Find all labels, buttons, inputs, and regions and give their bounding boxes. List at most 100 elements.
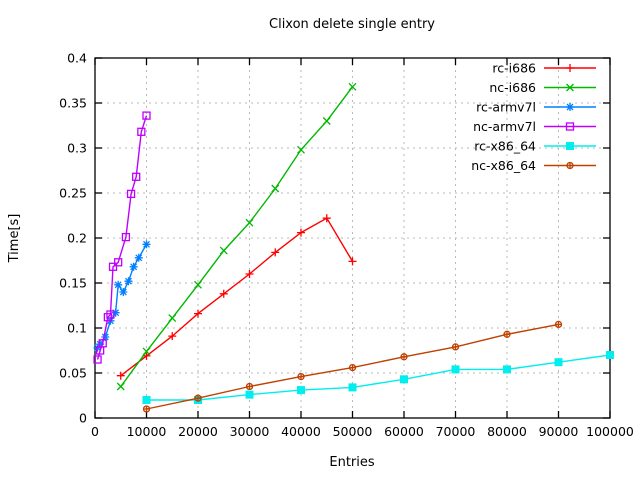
- marker-circle-plus: [567, 162, 573, 169]
- series-line: [96, 115, 148, 360]
- marker-square-filled: [245, 390, 254, 399]
- plot-frame: [94, 57, 611, 419]
- marker-cross: [322, 117, 331, 125]
- legend-label: nc-armv7l: [473, 119, 536, 134]
- marker-plus: [194, 309, 202, 318]
- tick-labels: 0 10000 20000 30000 40000 50000 60000 70000 8000…: [59, 51, 634, 440]
- series-rc-i686: [116, 214, 357, 380]
- marker-circle-plus: [504, 331, 510, 338]
- marker-square-open: [126, 189, 136, 199]
- marker-square-filled: [554, 358, 563, 367]
- marker-square-open: [137, 127, 146, 136]
- x-tick-label: 10000: [127, 424, 167, 439]
- marker-square-open: [93, 355, 102, 364]
- marker-cross: [168, 314, 177, 323]
- marker-plus: [116, 371, 125, 380]
- series-line: [120, 217, 354, 377]
- y-tick-label: 0.25: [59, 186, 87, 201]
- legend: rc-i686 nc-i686 rc-armv7l nc-armv7l rc-x86_6…: [471, 61, 596, 173]
- marker-asterisk: [134, 253, 143, 262]
- x-tick-label: 100000: [586, 424, 634, 439]
- marker-asterisk: [119, 288, 128, 296]
- x-tick-label: 0: [91, 424, 99, 439]
- x-tick-label: 30000: [230, 424, 270, 439]
- marker-asterisk: [566, 103, 574, 111]
- marker-square-filled: [297, 386, 305, 395]
- y-tick-label: 0.35: [59, 96, 87, 111]
- marker-cross: [219, 246, 228, 255]
- marker-asterisk: [111, 308, 120, 317]
- marker-square-filled: [400, 375, 408, 384]
- legend-label: rc-armv7l: [476, 100, 536, 115]
- series-rc-x86_64: [142, 351, 614, 404]
- marker-square-open: [108, 262, 118, 271]
- x-tick-label: 60000: [384, 424, 424, 439]
- legend-entry-rc-armv7l: rc-armv7l: [476, 100, 596, 115]
- series-line: [120, 86, 354, 387]
- marker-cross: [142, 347, 151, 356]
- legend-label: rc-x86_64: [474, 139, 536, 154]
- data-series: [93, 82, 614, 413]
- marker-cross: [271, 184, 280, 193]
- marker-square-open: [98, 339, 107, 348]
- x-tick-label: 40000: [281, 424, 321, 439]
- legend-label: rc-i686: [492, 61, 536, 76]
- legend-entry-rc-i686: rc-i686: [492, 61, 596, 76]
- legend-entry-nc-x86_64: nc-x86_64: [471, 158, 596, 173]
- marker-cross: [566, 83, 574, 92]
- series-nc-x86_64: [142, 320, 563, 413]
- marker-square-open: [106, 310, 115, 319]
- x-tick-label: 90000: [539, 424, 579, 439]
- x-tick-label: 80000: [487, 424, 527, 439]
- x-axis-label: Entries: [329, 455, 375, 470]
- marker-square-open: [103, 313, 113, 322]
- legend-label: nc-i686: [489, 80, 536, 95]
- marker-cross: [297, 145, 305, 154]
- marker-circle-plus: [195, 395, 201, 402]
- marker-circle-plus: [349, 364, 356, 371]
- marker-asterisk: [96, 340, 105, 349]
- y-tick-label: 0.3: [67, 141, 87, 156]
- y-tick-label: 0.1: [67, 321, 87, 336]
- marker-cross: [116, 382, 125, 391]
- marker-asterisk: [101, 333, 110, 341]
- marker-plus: [322, 214, 331, 223]
- marker-circle-plus: [555, 321, 562, 328]
- marker-square-filled: [566, 142, 574, 150]
- marker-plus: [348, 257, 357, 266]
- marker-circle-plus: [143, 406, 150, 412]
- legend-entry-rc-x86_64: rc-x86_64: [474, 139, 596, 154]
- marker-square-open: [121, 232, 131, 242]
- marker-square-filled: [142, 396, 151, 404]
- marker-plus: [271, 248, 280, 257]
- y-tick-label: 0.2: [67, 231, 87, 246]
- marker-plus: [245, 270, 254, 278]
- marker-cross: [194, 280, 202, 289]
- y-tick-label: 0: [79, 411, 87, 426]
- legend-entry-nc-i686: nc-i686: [489, 80, 596, 95]
- x-tick-label: 50000: [333, 424, 373, 439]
- y-axis-label: Time[s]: [7, 214, 22, 264]
- marker-circle-plus: [401, 353, 407, 360]
- y-tick-label: 0.4: [67, 51, 87, 66]
- marker-plus: [566, 64, 574, 72]
- marker-square-open: [114, 258, 123, 267]
- chart-title: Clixon delete single entry: [269, 17, 435, 32]
- marker-square-filled: [451, 365, 460, 374]
- legend-label: nc-x86_64: [471, 158, 536, 173]
- series-line: [146, 354, 611, 401]
- marker-plus: [297, 228, 305, 237]
- marker-asterisk: [124, 277, 133, 286]
- marker-square-open: [142, 111, 151, 120]
- marker-plus: [219, 289, 228, 298]
- marker-square-filled: [606, 351, 614, 359]
- marker-square-filled: [348, 383, 357, 392]
- x-tick-label: 20000: [178, 424, 218, 439]
- marker-circle-plus: [246, 383, 253, 390]
- series-rc-armv7l: [93, 240, 151, 352]
- legend-entry-nc-armv7l: nc-armv7l: [473, 119, 596, 134]
- marker-circle-plus: [298, 373, 304, 380]
- marker-asterisk: [129, 262, 138, 271]
